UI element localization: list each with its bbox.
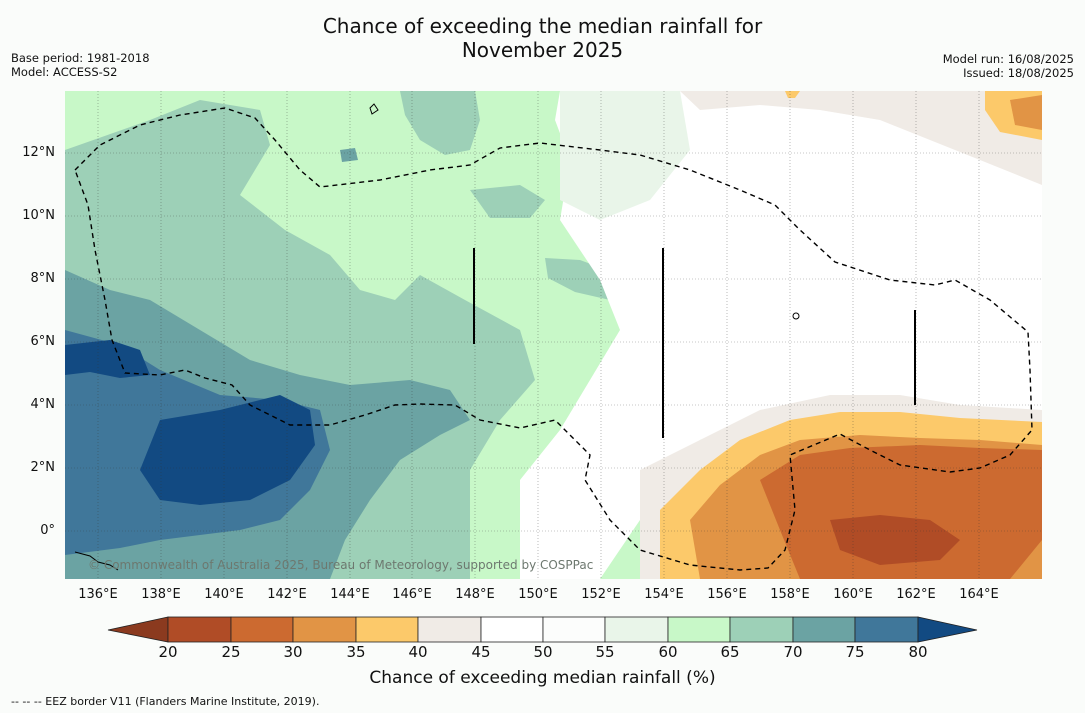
colorbar-bin-55-60 <box>604 616 669 643</box>
copyright-notice: © Commonwealth of Australia 2025, Bureau… <box>88 558 594 572</box>
lon-label-136e: 136°E <box>78 587 118 602</box>
colorbar-bin-45-50 <box>480 616 544 643</box>
colorbar-tick-40: 40 <box>408 643 428 661</box>
colorbar-title: Chance of exceeding median rainfall (%) <box>369 668 716 688</box>
base-period: Base period: 1981-2018 <box>11 51 150 65</box>
lon-label-158e: 158°E <box>770 587 810 602</box>
lat-label-10n: 10°N <box>22 208 55 223</box>
field-65-70-blob1 <box>470 185 545 218</box>
field-35-40-nblob <box>785 91 800 98</box>
eez-footnote: -- -- -- EEZ border V11 (Flanders Marine… <box>11 695 320 708</box>
lon-label-146e: 146°E <box>392 587 432 602</box>
colorbar-tick-55: 55 <box>595 643 615 661</box>
lon-label-152e: 152°E <box>581 587 621 602</box>
lon-label-154e: 154°E <box>644 587 684 602</box>
field-70-75-small <box>340 148 358 162</box>
colorbar <box>107 616 978 643</box>
colorbar-bin-30-35 <box>292 616 357 643</box>
lon-label-160e: 160°E <box>833 587 873 602</box>
colorbar-bin-25-30 <box>230 616 294 643</box>
colorbar-tick-25: 25 <box>221 643 241 661</box>
colorbar-high-extend <box>917 616 978 643</box>
title-line-1: Chance of exceeding the median rainfall … <box>322 14 763 38</box>
field-30-35-ne <box>1010 95 1042 130</box>
lon-label-144e: 144°E <box>330 587 370 602</box>
meta-right: Model run: 16/08/2025 Issued: 18/08/2025 <box>943 52 1074 80</box>
colorbar-bin-60-65 <box>667 616 731 643</box>
eez-border <box>74 107 1033 571</box>
field-80-plus-south <box>140 395 315 505</box>
colorbar-bin-50-55 <box>542 616 606 643</box>
colorbar-bin-20-25 <box>167 616 232 643</box>
model-run: Model run: 16/08/2025 <box>942 52 1074 66</box>
field-55-60-band <box>560 91 690 220</box>
island-circle <box>792 312 800 320</box>
lon-label-142e: 142°E <box>267 587 307 602</box>
issued-date: Issued: 18/08/2025 <box>963 66 1074 80</box>
lon-label-148e: 148°E <box>455 587 495 602</box>
island-outline <box>74 551 119 571</box>
model-name: Model: ACCESS-S2 <box>11 65 118 79</box>
lon-label-140e: 140°E <box>204 587 244 602</box>
colorbar-tick-30: 30 <box>283 643 303 661</box>
title-line-2: November 2025 <box>461 38 624 62</box>
colorbar-tick-60: 60 <box>658 643 678 661</box>
colorbar-tick-65: 65 <box>720 643 740 661</box>
field-25-30 <box>760 445 1042 579</box>
colorbar-tick-20: 20 <box>158 643 178 661</box>
field-65-70-north <box>400 91 480 155</box>
colorbar-tick-45: 45 <box>471 643 491 661</box>
lat-label-8n: 8°N <box>30 271 56 286</box>
colorbar-bin-65-70 <box>729 616 794 643</box>
lon-label-156e: 156°E <box>707 587 747 602</box>
lon-label-150e: 150°E <box>518 587 558 602</box>
field-80-plus-west <box>65 340 150 378</box>
lon-label-164e: 164°E <box>959 587 999 602</box>
graticule <box>65 91 1042 579</box>
colorbar-tick-80: 80 <box>908 643 928 661</box>
colorbar-low-extend <box>107 616 169 643</box>
island-north <box>369 103 379 115</box>
colorbar-bin-70-75 <box>792 616 856 643</box>
lat-label-4n: 4°N <box>30 397 56 412</box>
colorbar-tick-35: 35 <box>346 643 366 661</box>
lat-label-2n: 2°N <box>30 460 56 475</box>
lon-label-138e: 138°E <box>141 587 181 602</box>
colorbar-bin-35-40 <box>355 616 419 643</box>
colorbar-tick-70: 70 <box>783 643 803 661</box>
colorbar-bin-75-80 <box>854 616 919 643</box>
lat-label-0: 0° <box>40 523 55 538</box>
field-40-45-north <box>680 91 1042 185</box>
map-plot-area <box>65 91 1042 579</box>
colorbar-tick-50: 50 <box>533 643 553 661</box>
colorbar-tick-75: 75 <box>845 643 865 661</box>
islands <box>473 248 916 438</box>
field-45-60-east <box>520 91 1042 579</box>
lat-label-12n: 12°N <box>22 145 55 160</box>
field-20-25 <box>830 515 960 565</box>
meta-left: Base period: 1981-2018 Model: ACCESS-S2 <box>11 51 150 79</box>
lon-label-162e: 162°E <box>896 587 936 602</box>
lat-label-6n: 6°N <box>30 334 56 349</box>
colorbar-bin-40-45 <box>417 616 482 643</box>
map-title: Chance of exceeding the median rainfall … <box>0 14 1085 62</box>
